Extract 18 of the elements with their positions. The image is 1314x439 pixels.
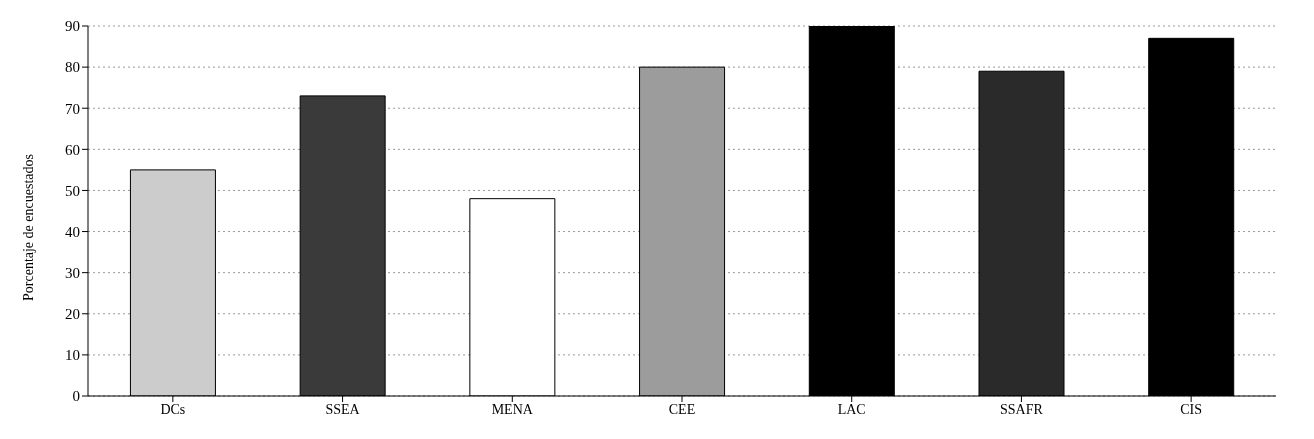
y-tick-label: 50 bbox=[65, 182, 80, 199]
x-tick-label: LAC bbox=[837, 401, 866, 417]
y-axis-title: Porcentaje de encuestados bbox=[20, 154, 36, 301]
y-tick-label: 70 bbox=[65, 100, 80, 117]
y-tick-label: 0 bbox=[72, 388, 80, 405]
x-tick-label: DCs bbox=[160, 401, 186, 417]
y-tick-label: 40 bbox=[65, 223, 80, 240]
x-tick-label: CEE bbox=[668, 401, 696, 417]
y-tick-label: 20 bbox=[65, 306, 80, 323]
x-tick-label: SSAFR bbox=[1000, 401, 1044, 417]
y-tick-label: 90 bbox=[65, 18, 80, 35]
y-tick-label: 30 bbox=[65, 264, 80, 281]
x-tick-label: CIS bbox=[1180, 401, 1203, 417]
y-tick-label: 80 bbox=[65, 59, 80, 76]
x-tick-label: MENA bbox=[491, 401, 534, 417]
y-tick-label: 60 bbox=[65, 141, 80, 158]
y-tick-label: 10 bbox=[65, 347, 80, 364]
x-tick-label: SSEA bbox=[325, 401, 361, 417]
